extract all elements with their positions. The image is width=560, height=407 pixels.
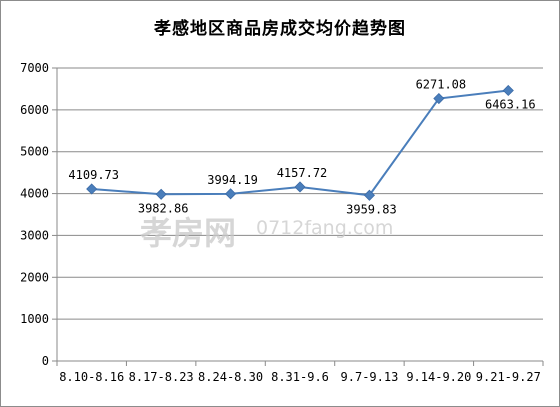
- data-point: [363, 189, 375, 201]
- y-tick-label: 2000: [20, 270, 49, 284]
- data-label: 6271.08: [416, 78, 467, 92]
- x-tick-label: 9.7-9.13: [341, 370, 399, 384]
- y-tick-label: 4000: [20, 187, 49, 201]
- data-label: 6463.16: [485, 97, 536, 111]
- data-labels: 4109.73 3982.86 3994.19 4157.72 3959.83 6271.…: [68, 78, 535, 217]
- data-label: 3982.86: [138, 201, 189, 215]
- data-label: 4109.73: [68, 168, 119, 182]
- y-tick-label: 6000: [20, 103, 49, 117]
- x-tick-label: 8.24-8.30: [198, 370, 263, 384]
- data-point: [502, 84, 514, 97]
- x-tick-label: 8.31-9.6: [271, 370, 329, 384]
- gridlines: [57, 67, 543, 320]
- data-label: 3959.83: [346, 202, 397, 216]
- data-point: [433, 92, 445, 105]
- watermark-logo: 孝房网: [140, 214, 236, 252]
- watermark: 孝房网 0712fang.com: [140, 214, 393, 252]
- y-tick-label: 7000: [20, 61, 49, 75]
- series: [86, 84, 514, 201]
- y-tick-label: 1000: [20, 312, 49, 326]
- x-tick-label: 8.17-8.23: [129, 370, 194, 384]
- x-tick-label: 9.21-9.27: [476, 370, 541, 384]
- y-tick-label: 5000: [20, 145, 49, 159]
- data-point: [155, 188, 167, 200]
- y-tick-label: 0: [42, 354, 49, 368]
- data-label: 3994.19: [207, 173, 258, 187]
- y-tick-label: 3000: [20, 228, 49, 242]
- axes: 0 1000 2000 3000 4000 5000 6000 7000 8.10-8.16 8.…: [20, 61, 544, 384]
- data-point: [86, 183, 98, 195]
- data-point: [225, 188, 237, 200]
- x-tick-label: 9.14-9.20: [406, 370, 471, 384]
- data-point: [294, 181, 306, 193]
- watermark-domain: 0712fang.com: [256, 217, 393, 239]
- x-tick-label: 8.10-8.16: [59, 370, 124, 384]
- chart-title: 孝感地区商品房成交均价趋势图: [154, 19, 406, 39]
- data-label: 4157.72: [277, 166, 328, 180]
